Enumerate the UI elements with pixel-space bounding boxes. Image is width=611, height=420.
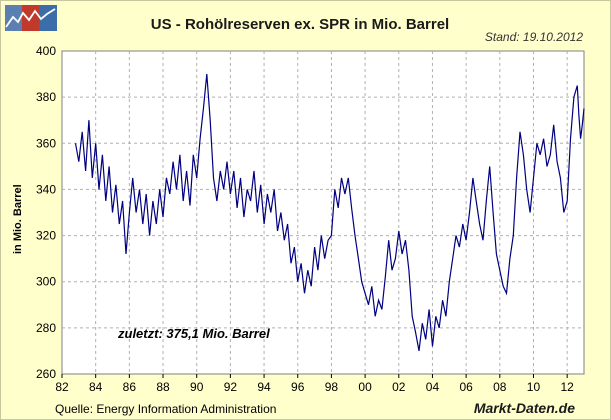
markt-daten-logo — [5, 5, 57, 31]
x-axis-ticks: 82 84 86 88 90 92 94 96 98 00 02 04 06 08 10 12 — [55, 374, 574, 394]
x-tick-label: 08 — [493, 380, 507, 394]
y-axis-ticks: 260 280 300 320 340 360 380 400 — [36, 44, 56, 381]
x-tick-label: 04 — [426, 380, 440, 394]
x-tick-label: 96 — [291, 380, 305, 394]
source-note: Quelle: Energy Information Administratio… — [55, 402, 277, 416]
y-tick-label: 360 — [36, 136, 56, 150]
x-tick-label: 90 — [190, 380, 204, 394]
x-tick-label: 00 — [358, 380, 372, 394]
grid-lines — [62, 51, 584, 374]
y-tick-label: 280 — [36, 321, 56, 335]
y-tick-label: 260 — [36, 367, 56, 381]
series-line — [74, 74, 585, 352]
x-tick-label: 98 — [325, 380, 339, 394]
y-tick-label: 300 — [36, 275, 56, 289]
y-tick-label: 380 — [36, 90, 56, 104]
y-tick-label: 320 — [36, 229, 56, 243]
last-value-annotation: zuletzt: 375,1 Mio. Barrel — [117, 326, 270, 341]
stand-date: Stand: 19.10.2012 — [484, 30, 583, 44]
logo-line-icon — [5, 8, 56, 28]
x-tick-label: 06 — [459, 380, 473, 394]
x-tick-label: 94 — [257, 380, 271, 394]
x-tick-label: 02 — [392, 380, 406, 394]
y-tick-label: 340 — [36, 182, 56, 196]
x-tick-label: 12 — [560, 380, 574, 394]
x-tick-label: 10 — [527, 380, 541, 394]
x-tick-label: 82 — [55, 380, 69, 394]
x-tick-label: 86 — [123, 380, 137, 394]
plot-area — [61, 50, 585, 375]
x-tick-label: 92 — [224, 380, 238, 394]
y-tick-label: 400 — [36, 44, 56, 58]
x-tick-label: 84 — [89, 380, 103, 394]
x-tick-label: 88 — [156, 380, 170, 394]
brand-label: Markt-Daten.de — [473, 400, 575, 416]
chart-title: US - Rohölreserven ex. SPR in Mio. Barre… — [150, 16, 450, 33]
